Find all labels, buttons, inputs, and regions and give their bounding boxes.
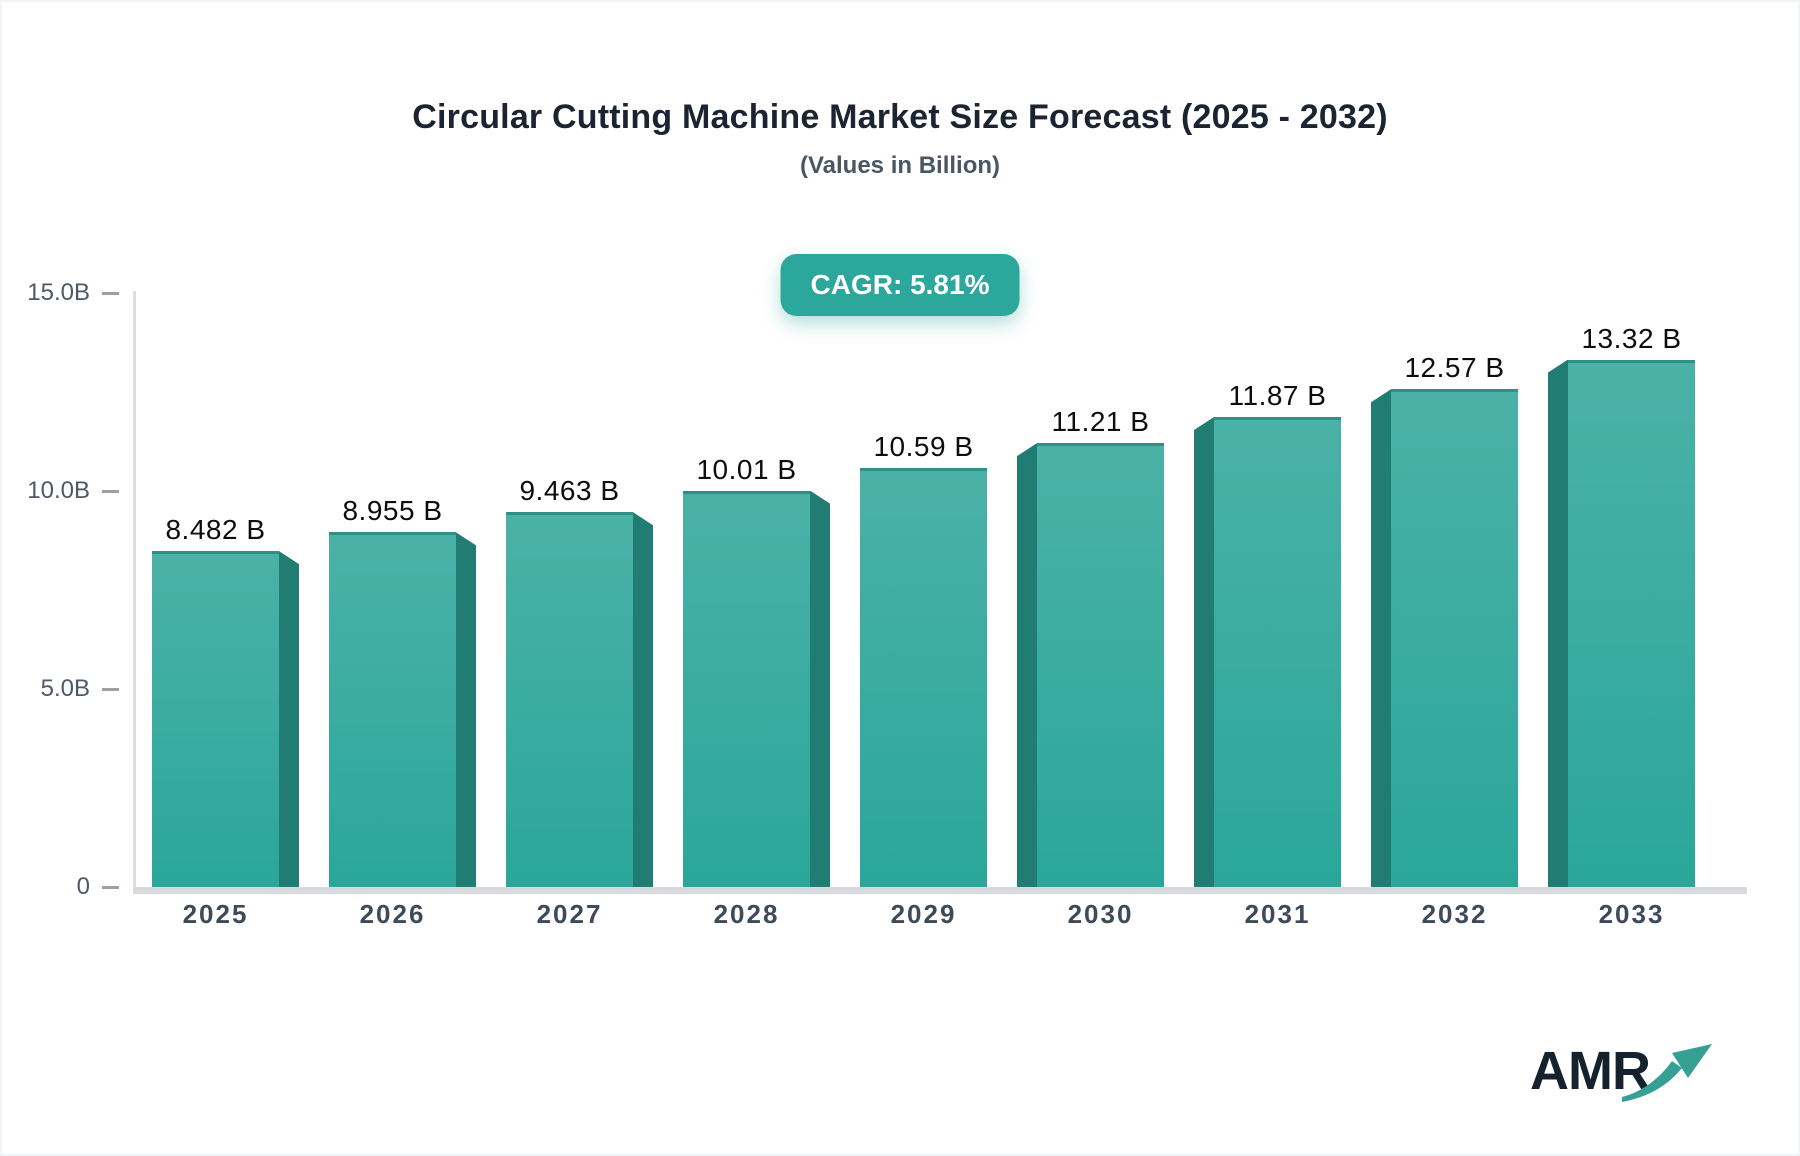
x-axis-label-2026: 2026 bbox=[359, 899, 426, 929]
chart-subtitle: (Values in Billion) bbox=[799, 152, 1001, 179]
bar-value-label-2028: 10.01 B bbox=[696, 453, 797, 485]
x-axis-label-2028: 2028 bbox=[713, 899, 780, 929]
bar-2029 bbox=[860, 467, 987, 887]
amr-logo-text: AMR bbox=[1530, 1041, 1651, 1101]
y-tick-label-3: 0 bbox=[76, 873, 90, 900]
bar-side-2033 bbox=[1548, 359, 1568, 887]
bar-value-label-2027: 9.463 B bbox=[519, 475, 620, 507]
bar-side-2028 bbox=[810, 490, 830, 887]
bar-value-label-2025: 8.482 B bbox=[165, 514, 266, 546]
bar-value-label-2029: 10.59 B bbox=[873, 430, 974, 462]
bar-2030 bbox=[1037, 443, 1164, 887]
y-tick-2 bbox=[102, 687, 119, 691]
bar-value-label-2026: 8.955 B bbox=[342, 495, 443, 527]
y-tick-label-2: 5.0B bbox=[40, 675, 90, 702]
bar-2026 bbox=[329, 532, 456, 887]
x-axis-label-2032: 2032 bbox=[1421, 899, 1488, 929]
bar-side-2026 bbox=[456, 532, 476, 887]
x-axis-label-2031: 2031 bbox=[1244, 899, 1311, 929]
bar-2033 bbox=[1568, 359, 1695, 887]
bar-side-2032 bbox=[1371, 389, 1391, 887]
amr-logo: AMR bbox=[1530, 1034, 1720, 1120]
y-tick-label-0: 15.0B bbox=[27, 279, 90, 306]
bar-2031 bbox=[1214, 416, 1341, 887]
y-tick-0 bbox=[102, 291, 119, 295]
bar-value-label-2030: 11.21 B bbox=[1051, 406, 1150, 438]
bar-2025 bbox=[152, 551, 279, 887]
x-axis-label-2030: 2030 bbox=[1067, 899, 1134, 929]
cagr-badge: CAGR: 5.81% bbox=[780, 254, 1020, 316]
bar-2032 bbox=[1391, 389, 1518, 887]
bar-side-2030 bbox=[1017, 443, 1037, 887]
bar-2028 bbox=[683, 490, 810, 887]
y-tick-1 bbox=[102, 489, 119, 493]
y-tick-3 bbox=[102, 885, 119, 889]
bar-side-2025 bbox=[279, 551, 299, 887]
x-axis-label-2025: 2025 bbox=[182, 899, 249, 929]
bar-2027 bbox=[506, 512, 633, 887]
bar-value-label-2033: 13.32 B bbox=[1581, 322, 1682, 354]
bar-value-label-2032: 12.57 B bbox=[1404, 352, 1505, 384]
x-axis-label-2027: 2027 bbox=[536, 899, 603, 929]
cagr-badge-label: CAGR: 5.81% bbox=[810, 269, 990, 300]
x-axis-label-2029: 2029 bbox=[890, 899, 957, 929]
bar-value-label-2031: 11.87 B bbox=[1228, 379, 1327, 411]
x-axis-label-2033: 2033 bbox=[1598, 899, 1665, 929]
y-axis-line bbox=[133, 291, 136, 887]
growth-arrow-icon bbox=[1622, 1044, 1712, 1102]
bar-side-2031 bbox=[1194, 416, 1214, 887]
y-tick-label-1: 10.0B bbox=[27, 477, 90, 504]
chart-title: Circular Cutting Machine Market Size For… bbox=[412, 98, 1388, 136]
x-axis-baseline bbox=[133, 887, 1747, 894]
bar-side-2027 bbox=[633, 512, 653, 887]
